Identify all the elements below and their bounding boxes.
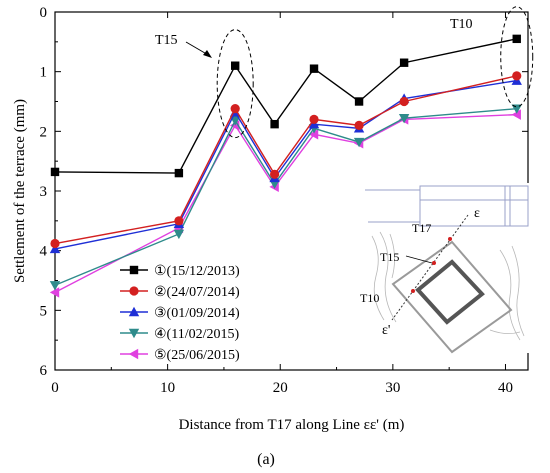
data-point [399, 96, 409, 107]
data-point [49, 287, 60, 298]
legend-label-3: ③(01/09/2014) [154, 306, 240, 321]
inset-label-epsilon-prime: ε' [382, 323, 390, 338]
series-2 [50, 71, 522, 249]
legend-label-4: ④(11/02/2015) [154, 327, 239, 342]
annotation-t15: T15 [155, 33, 178, 48]
panel-label: (a) [257, 451, 275, 468]
data-point [308, 129, 319, 140]
x-axis-title: Distance from T17 along Line εε' (m) [179, 417, 405, 433]
data-point [354, 97, 364, 106]
data-point [270, 119, 279, 129]
ellipse-t15 [216, 29, 254, 139]
axes: 0 10 20 30 40 0 1 2 3 4 5 6 Distance from T17 along … [12, 5, 534, 433]
data-point [511, 104, 522, 114]
data-point [309, 114, 319, 124]
inset-point-t15 [432, 261, 436, 265]
inset-label-epsilon: ε [474, 206, 480, 221]
y-tick-label: 6 [40, 363, 48, 379]
data-point [174, 168, 184, 178]
site-plan-inset: ε ε' T17 T15 T10 [360, 183, 532, 354]
data-point [512, 34, 521, 44]
inset-building-outline [365, 185, 529, 227]
inset-label-t17: T17 [412, 221, 431, 235]
legend-marker-4 [128, 328, 140, 339]
x-tick-label: 20 [273, 380, 288, 396]
data-point [173, 229, 185, 240]
annotation-t10: T10 [450, 17, 473, 32]
data-point [49, 281, 61, 291]
ellipse-t10 [500, 6, 534, 108]
series-line-3 [54, 79, 517, 250]
annotation-t15-arrowhead [203, 50, 212, 58]
x-tick-label: 40 [498, 380, 513, 396]
inset-contours [371, 231, 525, 341]
legend-marker-1 [129, 265, 139, 275]
inset-label-t10: T10 [360, 291, 379, 305]
legend-label-1: ①(15/12/2013) [154, 264, 240, 279]
data-point [511, 109, 521, 120]
legend: ①(15/12/2013) ②(24/07/2014) ③(01/09/2014) ④… [120, 264, 240, 363]
data-point [512, 71, 522, 81]
data-point [353, 137, 365, 148]
y-tick-label: 3 [40, 184, 48, 200]
y-tick-label: 5 [40, 303, 48, 319]
legend-marker-2 [129, 286, 139, 296]
legend-marker-3 [128, 306, 140, 317]
inset-point-t17 [448, 237, 452, 241]
legend-label-2: ②(24/07/2014) [154, 285, 240, 300]
inset-terrace [391, 240, 513, 354]
y-tick-label: 1 [40, 65, 48, 81]
x-tick-label: 30 [385, 380, 400, 396]
y-axis-title: Settlement of the terrace (mm) [12, 99, 28, 283]
x-tick-label: 0 [51, 380, 59, 396]
series-1 [50, 34, 521, 178]
inset-label-t15: T15 [380, 250, 399, 264]
x-tick-label: 10 [160, 380, 175, 396]
data-point [50, 238, 60, 249]
series-line-4 [54, 107, 517, 286]
inset-structure [415, 259, 485, 325]
y-tick-label: 0 [40, 5, 48, 21]
series-line-2 [54, 75, 517, 245]
data-point [309, 64, 319, 73]
legend-marker-5 [128, 348, 139, 360]
data-point [270, 169, 280, 179]
data-point [230, 104, 240, 114]
inset-line-epsilon [391, 214, 469, 321]
data-point [398, 114, 410, 124]
series-line-1 [54, 38, 517, 174]
data-point [50, 167, 60, 177]
legend-label-5: ⑤(25/06/2015) [154, 348, 240, 363]
data-point [174, 216, 184, 226]
y-tick-label: 2 [40, 124, 48, 140]
data-point [230, 61, 240, 70]
data-point [399, 58, 409, 67]
inset-point-t10 [411, 289, 415, 293]
data-point [354, 120, 364, 130]
y-tick-label: 4 [40, 244, 48, 260]
series-line-5 [54, 113, 517, 294]
inset-leader-t15 [405, 255, 433, 264]
data-point [49, 243, 61, 254]
